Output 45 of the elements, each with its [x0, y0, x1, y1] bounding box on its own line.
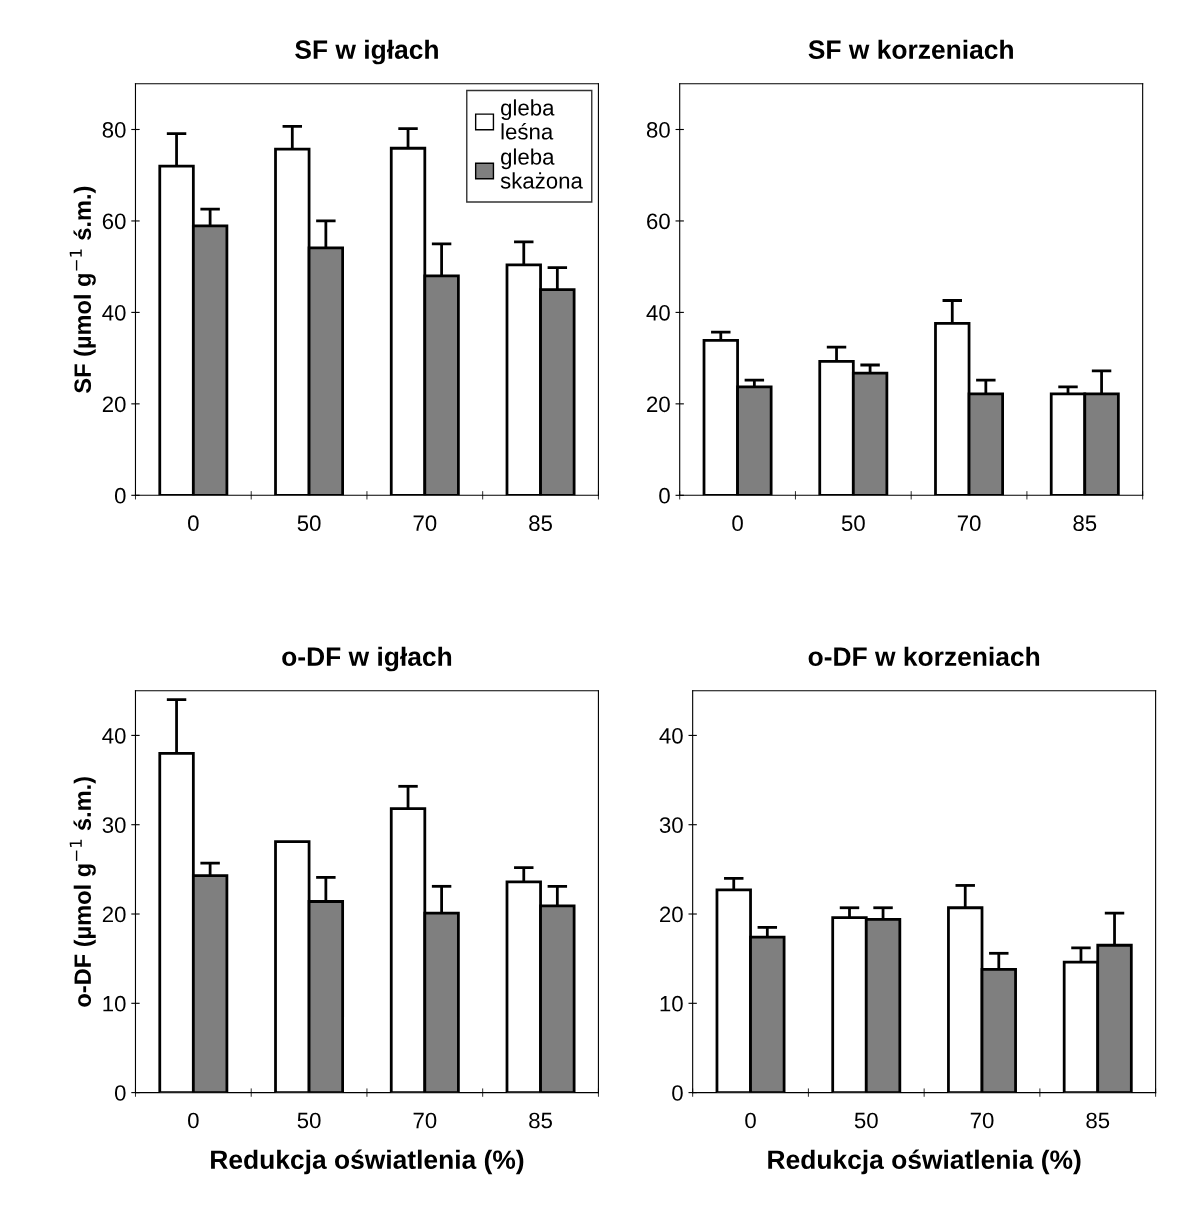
x-axis-title: Redukcja oświatlenia (%) — [211, 1149, 524, 1175]
y-tick-label: 0 — [114, 1085, 126, 1101]
x-tick-label: 0 — [188, 1112, 199, 1129]
y-tick-label: 20 — [102, 396, 126, 413]
x-tick-label: 85 — [1073, 515, 1097, 532]
y-tick-label: 80 — [646, 122, 670, 138]
y-tick-label: 40 — [102, 304, 126, 321]
y-tick-label: 60 — [647, 213, 670, 230]
x-tick-label: 0 — [188, 515, 199, 532]
y-tick-label: 30 — [659, 817, 683, 833]
y-tick-label: 0 — [659, 487, 670, 504]
y-tick-label: 10 — [660, 995, 683, 1012]
y-tick-label: 20 — [647, 396, 670, 413]
x-tick-label: 50 — [297, 1112, 321, 1129]
y-tick-label: 60 — [102, 213, 126, 230]
x-tick-label: 85 — [529, 1112, 552, 1129]
y-tick-label: 10 — [103, 995, 126, 1012]
x-axis-title: Redukcja oświatlenia (%) — [768, 1149, 1081, 1175]
x-tick-label: 50 — [854, 1112, 878, 1129]
x-tick-label: 0 — [732, 515, 743, 532]
y-tick-label: 40 — [659, 727, 683, 744]
y-tick-label: 40 — [102, 727, 126, 744]
y-axis-title: o-DF (µmol g$^{−1}$ ś.m.) — [69, 777, 96, 1007]
legend-label: gleba skażona — [500, 148, 583, 189]
chart-title: SF w igłach — [295, 39, 438, 65]
y-tick-label: 30 — [102, 817, 126, 833]
chart-title: o-DF w igłach — [282, 646, 452, 672]
x-tick-label: 70 — [413, 1112, 437, 1129]
y-tick-label: 20 — [660, 906, 683, 923]
y-axis-title: SF (µmol g$^{−1}$ ś.m.) — [69, 186, 96, 393]
y-tick-label: 20 — [102, 906, 126, 923]
y-tick-label: 0 — [114, 487, 126, 504]
x-tick-label: 50 — [297, 515, 321, 532]
y-tick-label: 80 — [102, 122, 126, 138]
x-tick-label: 85 — [1086, 1112, 1110, 1129]
chart-title: SF w korzeniach — [808, 39, 1013, 60]
x-tick-label: 0 — [745, 1112, 756, 1129]
x-tick-label: 70 — [957, 515, 981, 532]
x-tick-label: 50 — [841, 515, 865, 532]
x-tick-label: 70 — [413, 515, 437, 532]
chart-title: o-DF w korzeniach — [808, 646, 1040, 667]
y-tick-label: 0 — [672, 1085, 683, 1101]
x-tick-label: 70 — [970, 1112, 994, 1129]
y-tick-label: 40 — [646, 304, 670, 321]
x-tick-label: 85 — [529, 515, 552, 532]
